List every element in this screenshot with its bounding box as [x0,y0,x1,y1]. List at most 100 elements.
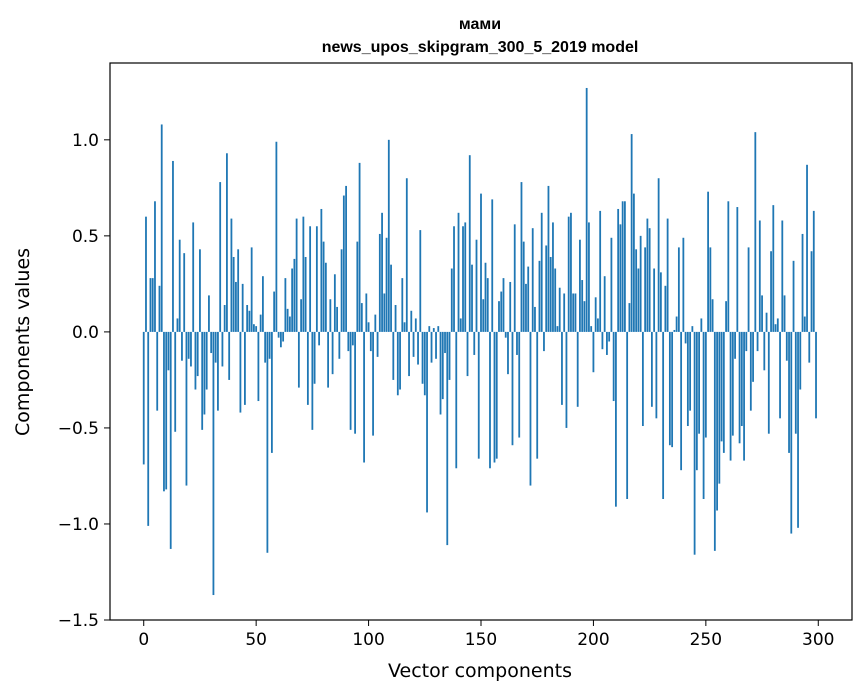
bar-25 [199,249,201,332]
bar-161 [504,331,507,338]
bar-125 [423,331,426,396]
bar-211 [617,208,620,332]
bar-75 [311,331,314,430]
x-tick-label-0: 0 [138,630,149,650]
bar-160 [502,278,505,332]
bar-106 [381,212,383,332]
bar-14 [174,331,177,432]
bar-28 [205,331,208,390]
bar-176 [538,260,541,332]
bar-236 [673,329,676,332]
bar-272 [754,132,757,332]
bar-72 [304,256,307,332]
bar-154 [489,331,491,469]
bar-285 [783,295,786,332]
bar-102 [372,331,374,436]
bar-183 [554,268,557,332]
bar-170 [525,283,527,332]
bar-40 [232,256,235,332]
bar-15 [176,318,179,332]
bar-32 [214,331,217,363]
bar-223 [644,247,647,332]
bar-81 [324,262,327,332]
bar-136 [448,331,451,380]
bar-208 [610,237,613,332]
bar-278 [767,331,770,434]
bar-213 [621,201,624,332]
bar-53 [262,276,264,332]
bar-204 [601,331,604,350]
bar-41 [235,281,237,332]
bar-210 [615,331,617,507]
bar-289 [792,260,795,332]
bar-133 [441,331,444,400]
bar-169 [522,241,525,332]
bar-65 [288,316,291,332]
bar-145 [468,155,471,332]
bar-104 [376,331,379,357]
bar-287 [788,331,790,453]
bar-290 [794,331,797,434]
bar-184 [556,326,559,332]
bar-158 [498,301,500,332]
bar-92 [349,331,352,430]
bar-110 [390,264,392,332]
bar-6 [156,331,159,411]
bar-280 [772,205,775,332]
bar-74 [309,226,312,332]
bar-122 [417,331,419,365]
bar-284 [781,220,784,332]
bar-19 [185,331,188,486]
bar-21 [190,331,192,367]
bar-257 [720,331,723,442]
bar-69 [297,331,300,388]
bar-181 [549,256,552,332]
bar-165 [513,224,516,332]
bar-155 [491,199,494,332]
bar-299 [815,331,817,419]
bar-151 [482,299,485,332]
bar-147 [473,331,476,355]
bar-206 [606,331,608,355]
bar-288 [790,331,793,534]
bar-71 [302,216,305,332]
bar-80 [322,241,325,332]
bar-188 [565,331,568,428]
bar-105 [378,233,381,332]
bar-97 [360,303,363,332]
bar-186 [561,331,563,405]
bar-248 [700,318,703,332]
bar-297 [810,251,813,332]
bar-203 [599,210,602,332]
bar-138 [453,226,455,332]
bar-182 [552,222,554,332]
bar-266 [740,331,743,427]
bar-226 [650,331,653,407]
bar-51 [257,331,260,402]
bar-91 [347,331,350,352]
bar-117 [405,178,408,332]
bar-0 [142,331,145,465]
bar-264 [736,207,739,332]
bar-49 [253,324,255,332]
bar-232 [664,285,667,332]
bar-207 [608,331,611,342]
bar-294 [803,316,806,332]
bar-229 [657,178,660,332]
bar-191 [572,293,575,332]
bar-250 [704,331,707,438]
bar-68 [295,218,298,332]
bar-242 [686,331,689,427]
bar-11 [167,331,170,371]
bar-3 [149,278,152,332]
bar-124 [421,331,424,384]
bar-5 [154,201,156,332]
bar-254 [713,331,716,551]
bar-8 [160,124,163,332]
chart-subtitle: news_upos_skipgram_300_5_2019 model [322,39,639,56]
bar-217 [630,134,633,332]
bar-273 [756,331,759,352]
bar-263 [734,331,736,359]
bar-255 [716,331,718,511]
bar-224 [646,218,649,332]
